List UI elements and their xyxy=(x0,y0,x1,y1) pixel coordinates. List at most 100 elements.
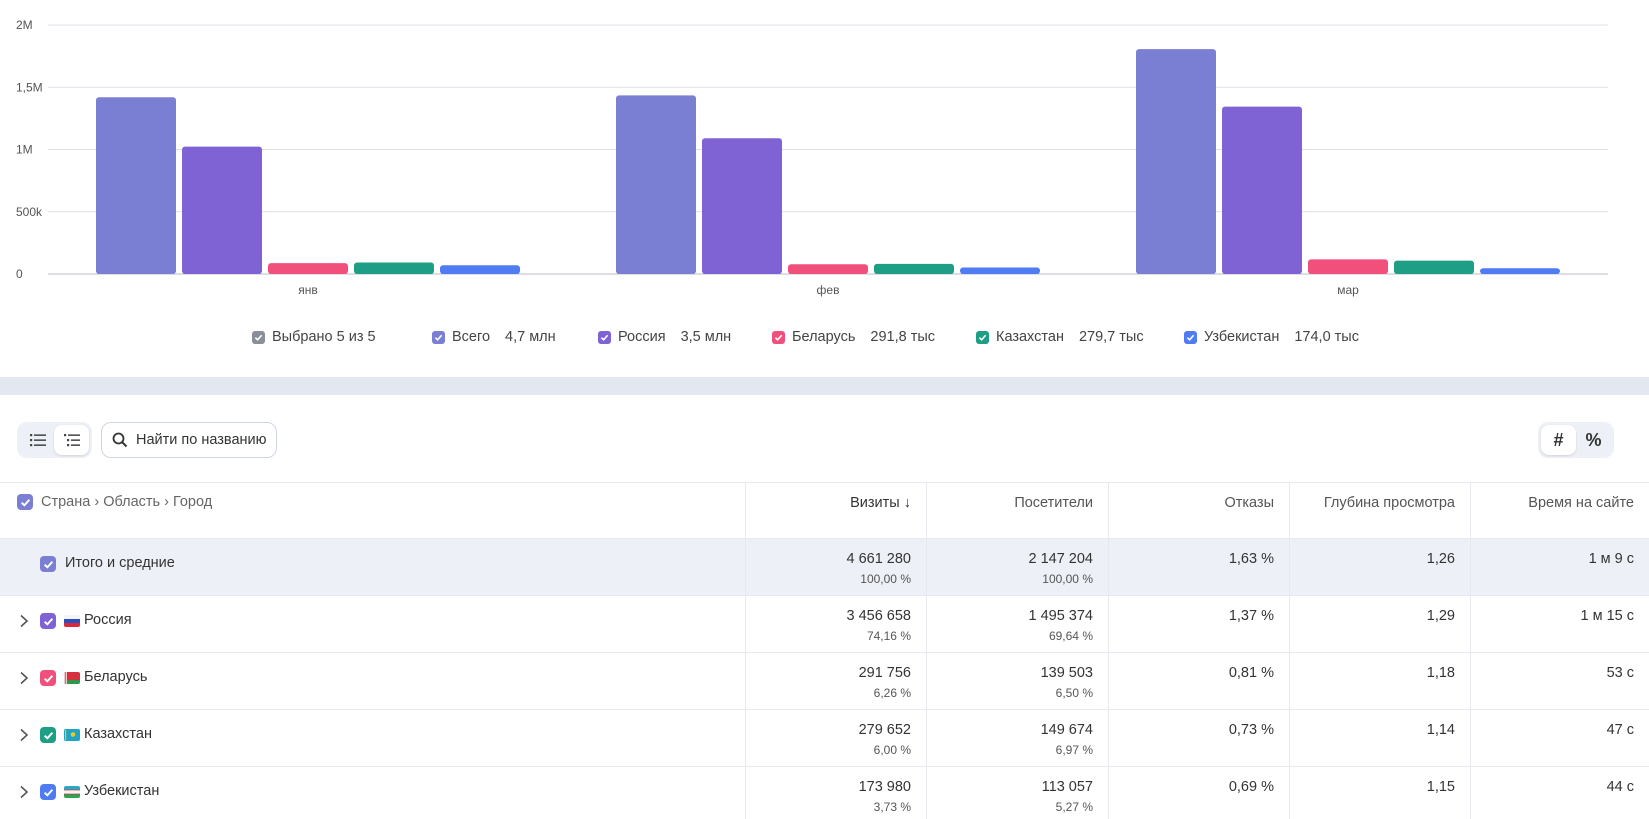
checkmark-icon xyxy=(43,731,53,740)
row-label-cell: Казахстан xyxy=(0,710,745,766)
visits-value: 3 456 658 xyxy=(846,608,911,624)
total-label: Итого и средние xyxy=(65,555,175,571)
bar xyxy=(1480,268,1560,274)
row-label-cell: Беларусь xyxy=(0,653,745,709)
checkbox-icon[interactable] xyxy=(1184,330,1197,344)
row-checkbox[interactable] xyxy=(40,670,56,686)
panel-divider xyxy=(0,377,1649,395)
russia-flag-icon xyxy=(64,615,80,627)
search-field[interactable] xyxy=(101,422,277,458)
checkmark-icon xyxy=(20,498,30,507)
depth-value: 1,29 xyxy=(1426,608,1455,624)
table-header-row: Страна › Область › Город Визиты ↓ Посети… xyxy=(0,482,1649,539)
x-category-label: янв xyxy=(298,283,318,297)
row-label: Россия xyxy=(84,612,132,628)
legend-label: Казахстан xyxy=(996,329,1064,345)
time-cell: 1 м 9 с xyxy=(1470,539,1649,595)
visitors-percent: 5,27 % xyxy=(1055,800,1093,814)
flat-list-view-button[interactable] xyxy=(20,425,55,455)
bounce-value: 1,37 % xyxy=(1228,608,1274,624)
table-row[interactable]: Узбекистан 173 980 3,73 % 113 057 5,27 % 0… xyxy=(0,767,1649,819)
bar xyxy=(440,265,520,274)
dimension-header-label[interactable]: Страна › Область › Город xyxy=(41,494,213,510)
report-panel xyxy=(0,395,1649,819)
visits-value: 173 980 xyxy=(858,779,911,795)
checkbox-icon[interactable] xyxy=(976,330,989,344)
row-label: Узбекистан xyxy=(84,783,160,799)
bar xyxy=(268,263,348,274)
legend-item-kazakhstan[interactable]: Казахстан 279,7 тыс xyxy=(976,329,1144,345)
visits-cell: 4 661 280 100,00 % xyxy=(745,539,926,595)
x-category-label: мар xyxy=(1337,283,1359,297)
chevron-right-icon[interactable] xyxy=(18,728,30,742)
column-header-time[interactable]: Время на сайте xyxy=(1470,483,1649,538)
bar xyxy=(960,267,1040,274)
column-header-bounce[interactable]: Отказы xyxy=(1108,483,1289,538)
legend-selected-toggle[interactable]: Выбрано 5 из 5 xyxy=(252,329,376,345)
depth-cell: 1,15 xyxy=(1289,767,1470,819)
time-value: 1 м 15 с xyxy=(1580,608,1635,624)
table-row[interactable]: Россия 3 456 658 74,16 % 1 495 374 69,64 %… xyxy=(0,596,1649,653)
visits-percent: 74,16 % xyxy=(866,629,911,643)
visits-percent: 6,26 % xyxy=(873,686,911,700)
legend-item-russia[interactable]: Россия 3,5 млн xyxy=(598,329,731,345)
table-row[interactable]: Казахстан 279 652 6,00 % 149 674 6,97 % 0,… xyxy=(0,710,1649,767)
legend-value: 174,0 тыс xyxy=(1294,329,1359,345)
uzbekistan-flag-icon xyxy=(64,786,80,798)
column-header-depth[interactable]: Глубина просмотра xyxy=(1289,483,1470,538)
legend-value: 291,8 тыс xyxy=(870,329,936,345)
visitors-cell: 113 057 5,27 % xyxy=(926,767,1108,819)
time-cell: 44 с xyxy=(1470,767,1649,819)
row-checkbox[interactable] xyxy=(40,613,56,629)
visits-cell: 291 756 6,26 % xyxy=(745,653,926,709)
bar xyxy=(874,263,954,274)
chevron-right-icon[interactable] xyxy=(18,671,30,685)
bar-chart: 0 500k 1M 1,5M 2M янв фев мар xyxy=(16,18,1608,297)
time-value: 47 с xyxy=(1606,722,1634,738)
tree-view-button[interactable] xyxy=(54,425,89,455)
view-mode-toggle xyxy=(17,422,92,458)
column-header-visits[interactable]: Визиты ↓ xyxy=(745,483,926,538)
bounce-cell: 1,37 % xyxy=(1108,596,1289,652)
x-category-label: фев xyxy=(817,283,840,297)
visitors-percent: 100,00 % xyxy=(1042,572,1093,586)
checkbox-icon[interactable] xyxy=(252,330,265,344)
legend-item-total[interactable]: Всего 4,7 млн xyxy=(432,329,556,345)
absolute-values-button[interactable]: # xyxy=(1541,425,1576,455)
bounce-cell: 0,73 % xyxy=(1108,710,1289,766)
checkbox-icon[interactable] xyxy=(432,330,445,344)
checkbox-icon[interactable] xyxy=(772,330,785,344)
legend-item-uzbekistan[interactable]: Узбекистан 174,0 тыс xyxy=(1184,329,1359,345)
unit-toggle: # % xyxy=(1538,422,1614,458)
visitors-value: 113 057 xyxy=(1041,779,1093,795)
legend-item-belarus[interactable]: Беларусь 291,8 тыс xyxy=(772,329,935,345)
checkmark-icon xyxy=(43,788,53,797)
visits-cell: 173 980 3,73 % xyxy=(745,767,926,819)
row-checkbox[interactable] xyxy=(40,727,56,743)
row-checkbox[interactable] xyxy=(40,784,56,800)
table-row[interactable]: Беларусь 291 756 6,26 % 139 503 6,50 % 0,8… xyxy=(0,653,1649,710)
time-cell: 53 с xyxy=(1470,653,1649,709)
percent-values-button[interactable]: % xyxy=(1585,429,1602,450)
visits-percent: 100,00 % xyxy=(860,572,911,586)
checkbox-icon[interactable] xyxy=(598,330,611,344)
y-tick-label: 0 xyxy=(16,267,23,281)
bar xyxy=(788,264,868,274)
column-header-visitors[interactable]: Посетители xyxy=(926,483,1108,538)
chevron-right-icon[interactable] xyxy=(18,785,30,799)
select-all-checkbox[interactable] xyxy=(17,494,33,510)
depth-value: 1,26 xyxy=(1426,551,1455,567)
row-label: Беларусь xyxy=(84,669,148,685)
search-input[interactable] xyxy=(136,432,266,448)
y-tick-label: 1,5M xyxy=(16,80,43,94)
bounce-value: 0,81 % xyxy=(1228,665,1274,681)
time-value: 1 м 9 с xyxy=(1588,551,1634,567)
belarus-flag-icon xyxy=(64,672,80,684)
list-icon xyxy=(29,434,46,447)
depth-value: 1,15 xyxy=(1426,779,1455,795)
chevron-right-icon[interactable] xyxy=(18,614,30,628)
visitors-percent: 6,97 % xyxy=(1055,743,1093,757)
total-checkbox[interactable] xyxy=(40,556,56,572)
visitors-cell: 2 147 204 100,00 % xyxy=(926,539,1108,595)
bounce-value: 0,73 % xyxy=(1228,722,1274,738)
